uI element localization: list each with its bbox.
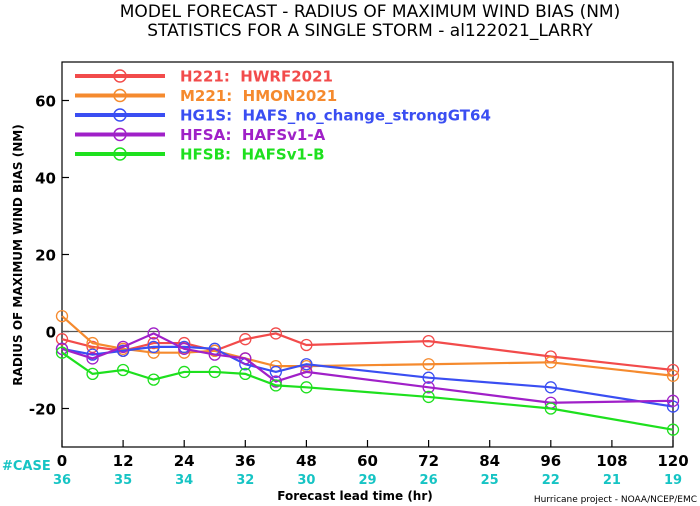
series-4 [55, 327, 680, 409]
x-tick-label: 60 [357, 452, 378, 470]
case-count: 32 [236, 473, 254, 488]
data-point [147, 340, 160, 354]
data-point [666, 394, 680, 407]
legend-item: M221: HMON2021 [75, 87, 337, 105]
case-count: 35 [114, 473, 132, 488]
data-point [269, 375, 283, 388]
x-tick-label: 24 [174, 452, 195, 470]
data-point [422, 334, 435, 348]
legend-item: HG1S: HAFS_no_change_strongGT64 [75, 107, 491, 125]
legend-marker [113, 108, 127, 122]
case-count: 30 [297, 473, 315, 488]
data-point [55, 333, 69, 346]
data-point [544, 356, 557, 369]
case-count: 22 [542, 473, 560, 488]
y-tick-label: 20 [35, 247, 56, 265]
case-count: 36 [53, 473, 71, 488]
data-point [300, 338, 313, 352]
data-point [544, 381, 557, 394]
case-count: 21 [603, 473, 621, 488]
case-count: 29 [358, 473, 376, 488]
data-point [147, 327, 160, 340]
case-count: 19 [664, 473, 682, 488]
y-tick-label: -20 [29, 401, 56, 419]
case-label: #CASE [2, 459, 51, 474]
legend-label: M221: HMON2021 [180, 87, 337, 105]
data-point [116, 344, 130, 357]
y-tick-label: 40 [35, 170, 56, 188]
x-tick-label: 108 [596, 452, 627, 470]
x-tick-label: 84 [479, 452, 500, 470]
y-axis: -20 0 20 40 60 [29, 93, 69, 419]
x-tick-label: 0 [57, 452, 67, 470]
y-tick-label: 60 [35, 93, 56, 111]
series-lines [55, 309, 680, 436]
y-axis-label: RADIUS OF MAXIMUM WIND BIAS (NM) [11, 124, 25, 385]
data-point [116, 363, 130, 377]
legend-item: HFSA: HAFSv1-A [75, 126, 326, 144]
legend-item: HFSB: HAFSv1-B [75, 146, 325, 164]
case-count: 26 [420, 473, 438, 488]
x-tick-label: 120 [657, 452, 688, 470]
data-point [86, 352, 99, 365]
data-point [208, 365, 221, 379]
data-point [422, 390, 435, 404]
legend-marker [113, 147, 127, 161]
case-count: 34 [175, 473, 193, 488]
data-point [208, 348, 221, 361]
data-point [116, 340, 130, 354]
data-point [269, 327, 283, 340]
series-line [61, 345, 674, 408]
legend-marker [113, 88, 127, 103]
data-point [300, 365, 313, 379]
data-point [269, 365, 283, 379]
series-5 [55, 346, 680, 436]
x-axis: 0 12 24 36 48 60 72 84 96 108 120 [57, 440, 689, 470]
legend-label: HFSA: HAFSv1-A [180, 126, 326, 144]
legend-item: H221: HWRF2021 [75, 68, 333, 86]
legend-label: HG1S: HAFS_no_change_strongGT64 [180, 107, 491, 125]
data-point [178, 342, 191, 355]
data-point [422, 358, 435, 371]
data-point [147, 373, 160, 386]
legend-label: H221: HWRF2021 [180, 68, 333, 86]
data-point [86, 348, 99, 361]
data-point [422, 371, 435, 384]
x-tick-label: 48 [296, 452, 317, 470]
data-point [666, 423, 680, 436]
x-axis-label: Forecast lead time (hr) [277, 489, 433, 503]
data-point [55, 346, 69, 359]
legend-label: HFSB: HAFSv1-B [180, 146, 325, 164]
x-tick-label: 72 [418, 452, 439, 470]
data-point [422, 381, 435, 394]
data-point [55, 309, 69, 323]
x-tick-label: 96 [540, 452, 561, 470]
chart-title: MODEL FORECAST - RADIUS OF MAXIMUM WIND … [120, 2, 620, 22]
credit-text: Hurricane project - NOAA/NCEP/EMC [534, 495, 697, 505]
data-point [86, 367, 99, 381]
data-point [147, 336, 160, 350]
data-point [666, 369, 680, 382]
x-tick-label: 36 [235, 452, 256, 470]
data-point [269, 379, 283, 392]
legend-marker [113, 127, 127, 142]
data-point [239, 367, 252, 381]
data-point [239, 333, 252, 346]
data-point [300, 381, 313, 394]
case-count: 25 [481, 473, 499, 488]
legend-marker [113, 69, 127, 83]
case-count-row: #CASE 36 35 34 32 30 29 26 25 22 21 19 [2, 459, 682, 488]
data-point [55, 342, 69, 355]
data-point [300, 358, 313, 371]
y-tick-label: 0 [46, 324, 56, 342]
data-point [544, 402, 557, 415]
x-tick-label: 12 [113, 452, 134, 470]
chart-subtitle: STATISTICS FOR A SINGLE STORM - al122021… [147, 21, 593, 41]
data-point [239, 352, 252, 365]
data-point [178, 365, 191, 379]
